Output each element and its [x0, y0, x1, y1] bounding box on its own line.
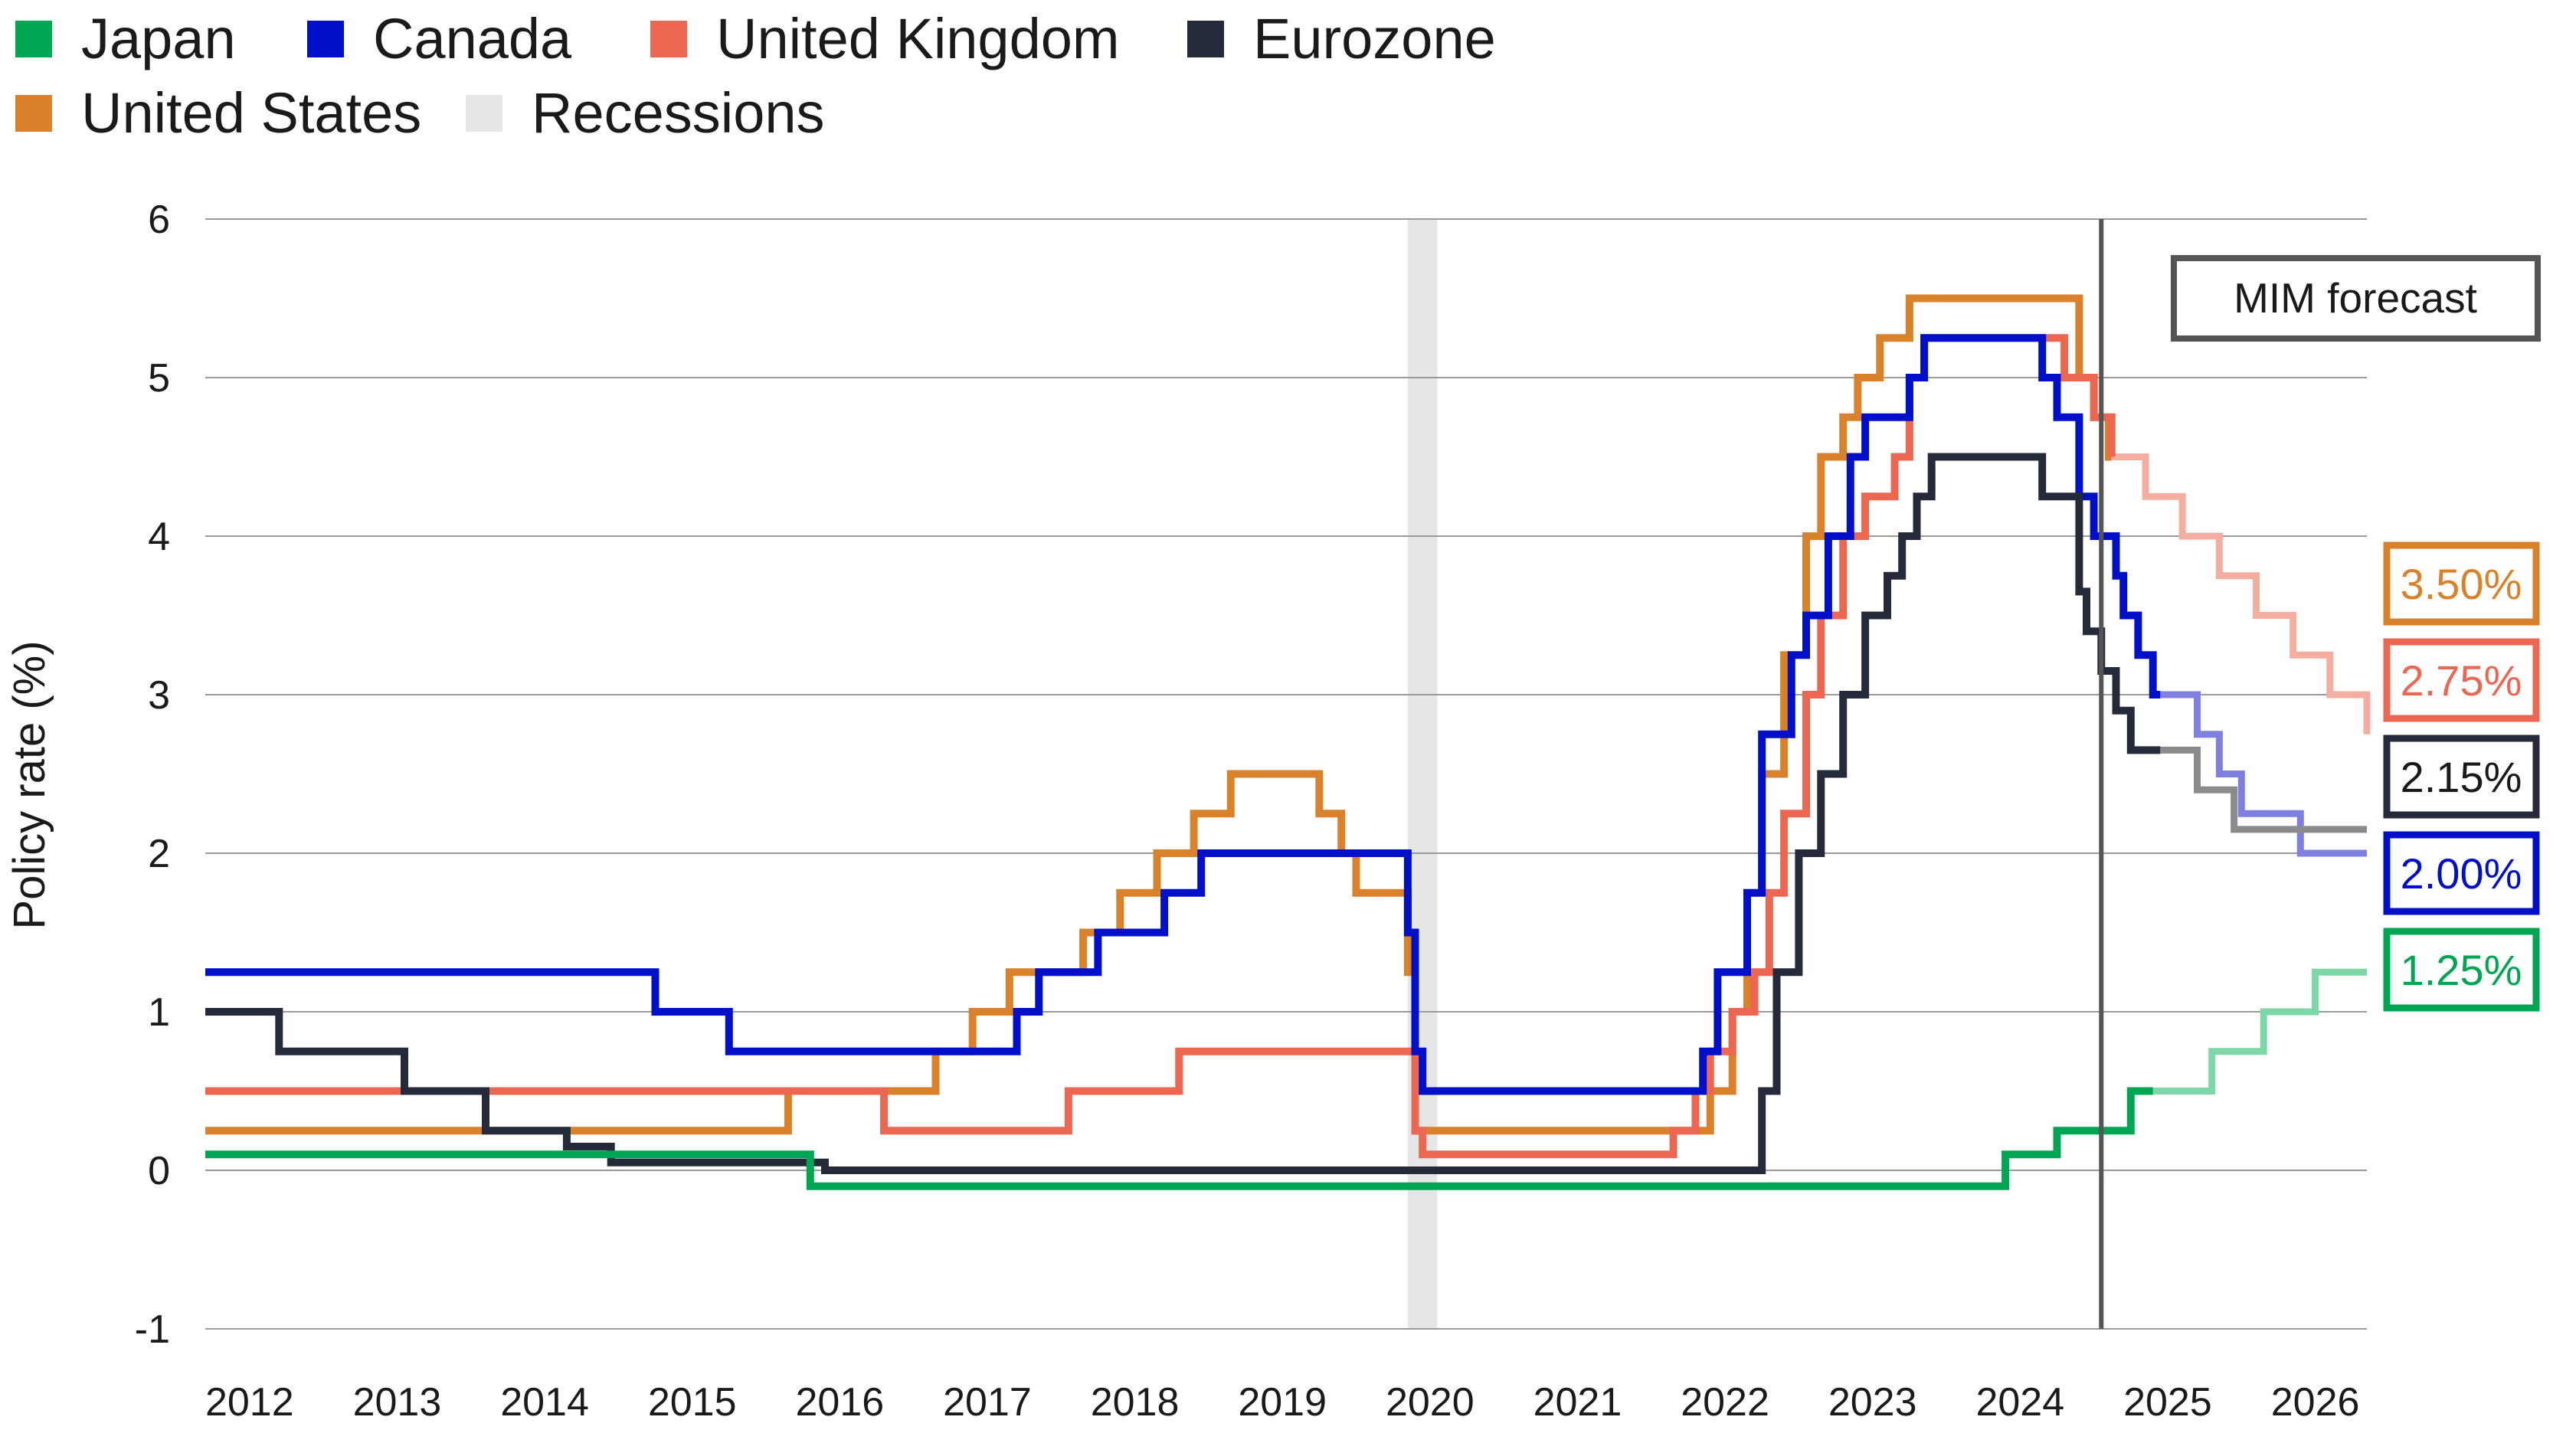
y-tick-label: 6: [148, 198, 170, 242]
end-label-text: 2.75%: [2401, 656, 2522, 705]
x-tick-label: 2018: [1091, 1380, 1180, 1425]
x-tick-labels: 2012 2013 2014 2015 2016 2017 2018 2019 2020 2021…: [205, 1380, 2359, 1425]
x-tick-label: 2019: [1238, 1380, 1327, 1425]
legend: Japan Canada United Kingdom Eurozone Uni…: [15, 5, 1547, 150]
y-tick-label: 0: [148, 1149, 170, 1193]
y-tick-label: 4: [148, 515, 170, 559]
series-lines: [205, 294, 2371, 1190]
end-value-labels: 3.50% 2.75% 2.00% 2.15% 1.25%: [2383, 542, 2540, 1012]
forecast-label: MIM forecast: [2234, 274, 2477, 322]
legend-swatch-eurozone: [1187, 21, 1224, 57]
series-forecast-eurozone: [2160, 746, 2367, 833]
legend-swatch-japan: [15, 21, 52, 57]
end-label-japan: 1.25%: [2383, 928, 2540, 1012]
legend-item-canada: Canada: [307, 5, 571, 74]
y-tick-label: 5: [148, 356, 170, 401]
series-forecast-united-states: [2111, 453, 2371, 735]
x-tick-label: 2013: [353, 1380, 442, 1425]
series-forecast-japan: [2152, 968, 2367, 1094]
series-line-japan: [205, 1087, 2153, 1190]
x-tick-label: 2020: [1386, 1380, 1475, 1425]
series-line-canada: [205, 334, 2161, 1095]
end-label-united-states: 3.50%: [2383, 542, 2540, 626]
end-label-text: 2.00%: [2401, 849, 2522, 898]
end-label-text: 1.25%: [2401, 946, 2522, 994]
end-label-text: 3.50%: [2401, 560, 2522, 608]
legend-item-united-states: United States: [15, 79, 421, 148]
y-axis-title: Policy rate (%): [5, 640, 54, 929]
y-tick-label: 2: [148, 832, 170, 876]
y-tick-labels: -1 0 1 2 3 4 5 6: [135, 198, 170, 1352]
end-label-eurozone: 2.15%: [2383, 735, 2540, 819]
x-tick-label: 2015: [648, 1380, 737, 1425]
legend-item-eurozone: Eurozone: [1187, 5, 1496, 74]
legend-label-japan: Japan: [81, 7, 236, 70]
legend-swatch-canada: [307, 21, 344, 57]
end-label-canada: 2.00%: [2383, 831, 2540, 915]
y-tick-label: 3: [148, 673, 170, 718]
forecast-label-box: MIM forecast: [2171, 255, 2541, 342]
x-tick-label: 2012: [205, 1380, 294, 1425]
series-line-eurozone: [205, 453, 2161, 1174]
x-tick-label: 2022: [1681, 1380, 1769, 1425]
x-tick-label: 2016: [795, 1380, 884, 1425]
legend-label-canada: Canada: [373, 7, 572, 70]
legend-swatch-recessions: [466, 95, 502, 132]
legend-label-united-states: United States: [81, 81, 422, 145]
legend-item-recessions: Recessions: [466, 79, 825, 148]
recession-band: [1407, 219, 1438, 1329]
series-line-united-states: [205, 294, 2113, 1135]
end-label-text: 2.15%: [2401, 753, 2522, 801]
recession-bands: [1407, 219, 1438, 1329]
x-tick-label: 2023: [1828, 1380, 1917, 1425]
x-tick-label: 2014: [500, 1380, 589, 1425]
legend-label-eurozone: Eurozone: [1253, 7, 1496, 70]
legend-item-japan: Japan: [15, 5, 236, 74]
y-tick-label: -1: [135, 1307, 170, 1352]
x-tick-label: 2017: [943, 1380, 1032, 1425]
series-forecast-canada: [2160, 691, 2367, 857]
legend-swatch-united-kingdom: [650, 21, 687, 57]
end-label-united-kingdom: 2.75%: [2383, 638, 2540, 722]
x-tick-label: 2024: [1975, 1380, 2064, 1425]
x-tick-label: 2025: [2123, 1380, 2212, 1425]
x-tick-label: 2026: [2271, 1380, 2360, 1425]
legend-swatch-united-states: [15, 95, 52, 132]
x-tick-label: 2021: [1533, 1380, 1622, 1425]
y-tick-label: 1: [148, 990, 170, 1035]
legend-label-recessions: Recessions: [532, 81, 825, 145]
legend-label-united-kingdom: United Kingdom: [716, 7, 1120, 70]
legend-item-united-kingdom: United Kingdom: [650, 5, 1120, 74]
